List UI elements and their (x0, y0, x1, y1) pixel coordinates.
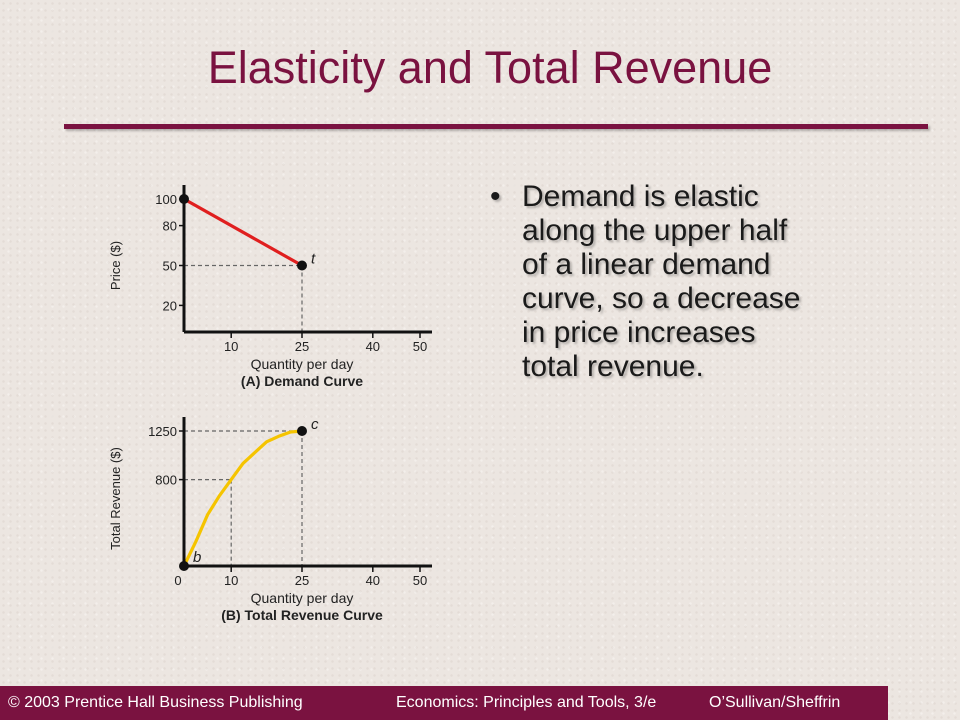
y-tick-label: 100 (155, 192, 177, 207)
footer-book-title: Economics: Principles and Tools, 3/e (396, 694, 657, 711)
data-point (179, 561, 189, 571)
bullet-icon: • (490, 180, 501, 213)
data-point (297, 260, 307, 271)
demand-line (182, 197, 304, 268)
x-tick-label: 40 (366, 339, 380, 354)
total-revenue-curve (182, 429, 304, 568)
y-tick-label: 80 (163, 219, 177, 234)
x-axis-label: Quantity per day (251, 356, 354, 372)
x-tick-label: 50 (413, 339, 427, 354)
y-tick-label: 20 (163, 298, 177, 313)
slide-title: Elasticity and Total Revenue (207, 42, 773, 93)
bullet-line: Demand is elastic (522, 180, 759, 213)
x-tick-label: 10 (224, 573, 238, 588)
chart-caption: (B) Total Revenue Curve (221, 607, 383, 623)
total-revenue-chart: 0 10 25 40 50 1250 800 b c Quantity per day(B) To… (108, 416, 432, 623)
chart-caption: (A) Demand Curve (241, 373, 363, 389)
x-tick-label: 25 (295, 573, 309, 588)
bullet-text: Demand is elastic along the upper half o… (522, 180, 890, 384)
bullet-line: curve, so a decrease (522, 282, 801, 315)
y-tick-label: 800 (155, 473, 177, 488)
point-label: c (311, 416, 319, 433)
x-tick-label: 10 (224, 339, 238, 354)
bullet-point: • Demand is elastic along the upper half… (490, 180, 890, 384)
data-point (179, 194, 189, 204)
bullet-line: in price increases (522, 316, 756, 349)
point-label: b (193, 549, 201, 566)
title-underline (64, 124, 928, 129)
demand-curve-chart: 10 25 40 50 100 80 50 20 t Quantity per day(A) De… (108, 185, 432, 389)
x-tick-label: 50 (413, 573, 427, 588)
x-tick-label: 40 (366, 573, 380, 588)
x-axis-label: Quantity per day (251, 590, 354, 606)
footer-copyright: © 2003 Prentice Hall Business Publishing (8, 694, 303, 711)
x-tick-label: 0 (174, 573, 181, 588)
bullet-line: along the upper half (522, 214, 788, 247)
bullet-line: of a linear demand (522, 248, 771, 281)
data-point (297, 426, 307, 436)
y-axis-label: Total Revenue ($) (108, 447, 123, 550)
bullet-line: total revenue. (522, 350, 704, 383)
point-label: t (311, 251, 316, 268)
y-tick-label: 1250 (148, 424, 177, 439)
x-tick-label: 25 (295, 339, 309, 354)
y-tick-label: 50 (163, 259, 177, 274)
footer-bar: © 2003 Prentice Hall Business Publishing… (0, 686, 888, 720)
footer-authors: O’Sullivan/Sheffrin (709, 694, 841, 711)
y-axis-label: Price ($) (108, 241, 123, 290)
